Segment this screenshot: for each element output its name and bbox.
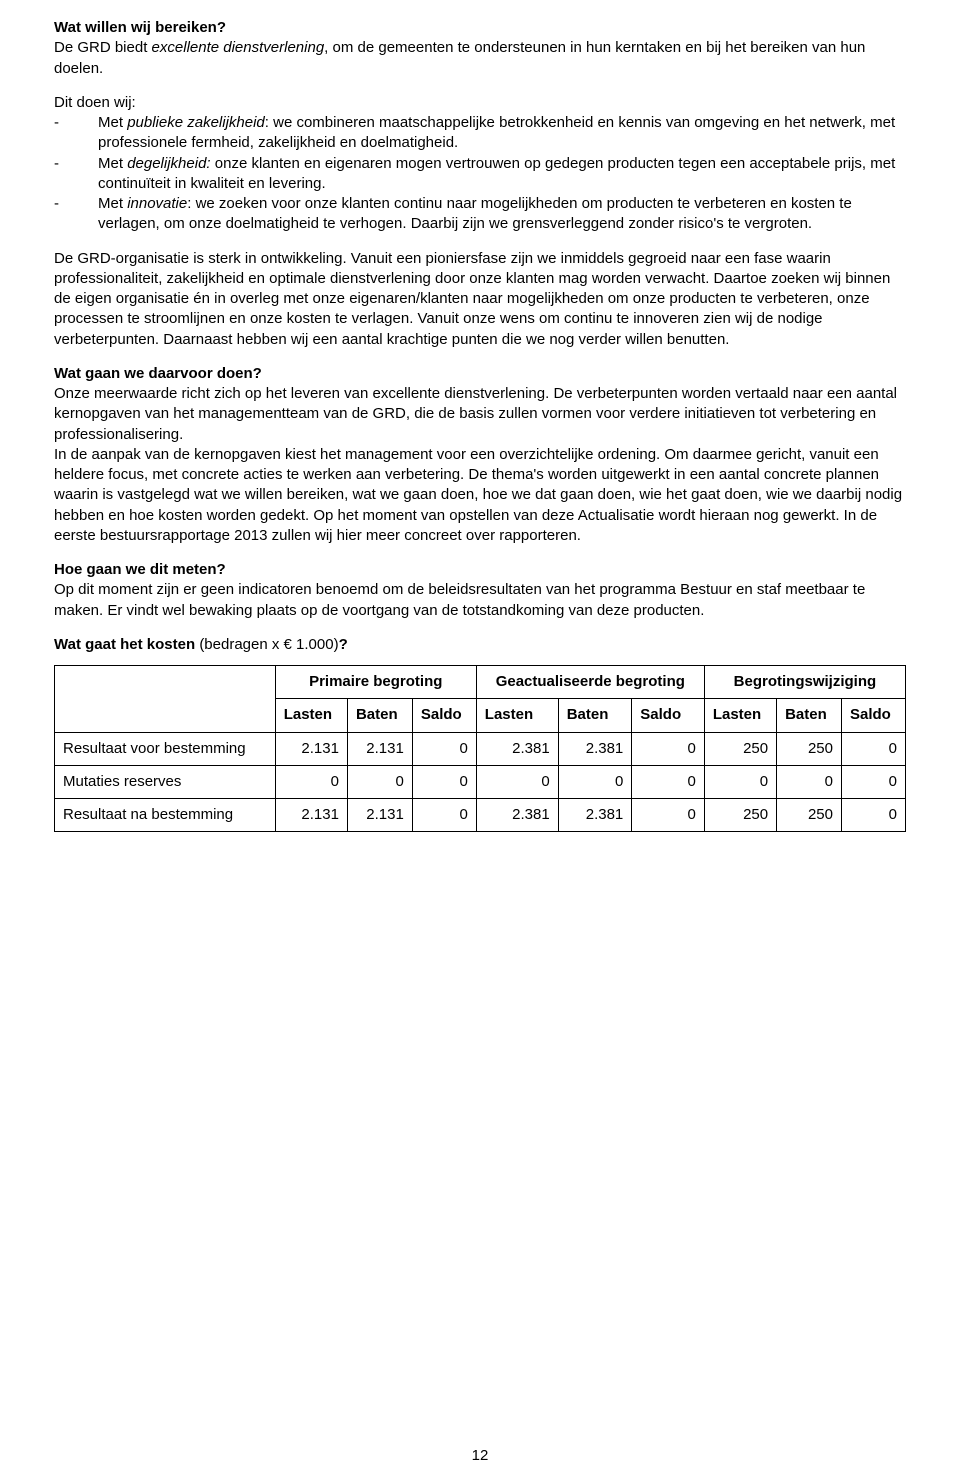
table-corner-cell: [55, 666, 276, 733]
table-cell: 0: [841, 732, 905, 765]
table-subheader: Saldo: [632, 699, 705, 732]
text-fragment: Wat gaat het kosten: [54, 636, 199, 653]
table-subheader: Lasten: [704, 699, 776, 732]
text-fragment: ?: [339, 636, 348, 653]
paragraph-text: Onze meerwaarde richt zich op het levere…: [54, 384, 906, 546]
bullet-dash: -: [54, 194, 98, 235]
table-row-label: Resultaat na bestemming: [55, 799, 276, 832]
text-fragment: De GRD biedt: [54, 39, 152, 56]
paragraph-ontwikkeling: De GRD-organisatie is sterk in ontwikkel…: [54, 249, 906, 350]
table-cell: 0: [347, 765, 412, 798]
table-cell: 0: [704, 765, 776, 798]
table-cell: 2.381: [476, 799, 558, 832]
bullet-dash: -: [54, 113, 98, 154]
table-subheader: Lasten: [275, 699, 347, 732]
section-hoe-meten: Hoe gaan we dit meten? Op dit moment zij…: [54, 560, 906, 621]
text-fragment: onze klanten en eigenaren mogen vertrouw…: [98, 155, 895, 192]
table-subheader: Baten: [558, 699, 632, 732]
table-cell: 0: [412, 765, 476, 798]
table-cell: 0: [275, 765, 347, 798]
section-wat-gaan-we-doen: Wat gaan we daarvoor doen? Onze meerwaar…: [54, 364, 906, 546]
bullet-body: Met publieke zakelijkheid: we combineren…: [98, 113, 906, 154]
table-cell: 0: [777, 765, 842, 798]
table-subheader: Saldo: [841, 699, 905, 732]
paragraph-text: De GRD-organisatie is sterk in ontwikkel…: [54, 249, 906, 350]
paragraph-intro: De GRD biedt excellente dienstverlening,…: [54, 38, 906, 79]
table-cell: 2.381: [476, 732, 558, 765]
text-fragment: : we zoeken voor onze klanten continu na…: [98, 195, 852, 232]
text-fragment: Met: [98, 155, 127, 172]
table-row: Resultaat voor bestemming2.1312.13102.38…: [55, 732, 906, 765]
table-cell: 0: [841, 765, 905, 798]
table-group-header: Primaire begroting: [275, 666, 476, 699]
table-subheader: Saldo: [412, 699, 476, 732]
table-cell: 0: [632, 799, 705, 832]
table-cell: 0: [632, 765, 705, 798]
text-italic: excellente dienstverlening: [152, 39, 325, 56]
heading-wat-gaan-we-doen: Wat gaan we daarvoor doen?: [54, 364, 906, 384]
cost-table: Primaire begroting Geactualiseerde begro…: [54, 665, 906, 832]
table-cell: 2.131: [275, 732, 347, 765]
table-row: Resultaat na bestemming2.1312.13102.3812…: [55, 799, 906, 832]
table-cell: 0: [476, 765, 558, 798]
heading-wat-willen: Wat willen wij bereiken?: [54, 18, 906, 38]
table-subheader: Baten: [777, 699, 842, 732]
table-cell: 2.381: [558, 799, 632, 832]
page-number: 12: [0, 1446, 960, 1466]
heading-hoe-meten: Hoe gaan we dit meten?: [54, 560, 906, 580]
table-group-header-row: Primaire begroting Geactualiseerde begro…: [55, 666, 906, 699]
bullet-item: - Met degelijkheid: onze klanten en eige…: [54, 154, 906, 195]
table-cell: 0: [412, 799, 476, 832]
bullet-body: Met degelijkheid: onze klanten en eigena…: [98, 154, 906, 195]
bullet-item: - Met innovatie: we zoeken voor onze kla…: [54, 194, 906, 235]
table-subheader: Lasten: [476, 699, 558, 732]
paragraph-text: Op dit moment zijn er geen indicatoren b…: [54, 580, 906, 621]
table-cell: 2.131: [347, 732, 412, 765]
table-cell: 0: [558, 765, 632, 798]
page: Wat willen wij bereiken? De GRD biedt ex…: [0, 0, 960, 1484]
table-cell: 0: [841, 799, 905, 832]
text-italic: degelijkheid:: [127, 155, 210, 172]
bullets-intro: Dit doen wij:: [54, 93, 906, 113]
text-italic: publieke zakelijkheid: [127, 114, 265, 131]
heading-wat-kost-het: Wat gaat het kosten (bedragen x € 1.000)…: [54, 635, 906, 655]
table-row-label: Resultaat voor bestemming: [55, 732, 276, 765]
table-cell: 2.131: [347, 799, 412, 832]
table-cell: 2.381: [558, 732, 632, 765]
table-group-header: Geactualiseerde begroting: [476, 666, 704, 699]
bullet-item: - Met publieke zakelijkheid: we combiner…: [54, 113, 906, 154]
table-cell: 0: [412, 732, 476, 765]
table-group-header: Begrotingswijziging: [704, 666, 905, 699]
table-cell: 250: [704, 732, 776, 765]
table-cell: 250: [704, 799, 776, 832]
text-fragment: (bedragen x € 1.000): [199, 636, 338, 653]
table-cell: 250: [777, 732, 842, 765]
bullet-body: Met innovatie: we zoeken voor onze klant…: [98, 194, 906, 235]
text-fragment: Met: [98, 195, 127, 212]
section-dit-doen-wij: Dit doen wij: - Met publieke zakelijkhei…: [54, 93, 906, 235]
table-cell: 2.131: [275, 799, 347, 832]
table-subheader: Baten: [347, 699, 412, 732]
table-row-label: Mutaties reserves: [55, 765, 276, 798]
table-cell: 0: [632, 732, 705, 765]
table-cell: 250: [777, 799, 842, 832]
text-fragment: Met: [98, 114, 127, 131]
text-italic: innovatie: [127, 195, 187, 212]
section-wat-willen: Wat willen wij bereiken? De GRD biedt ex…: [54, 18, 906, 79]
bullet-dash: -: [54, 154, 98, 195]
table-row: Mutaties reserves000000000: [55, 765, 906, 798]
